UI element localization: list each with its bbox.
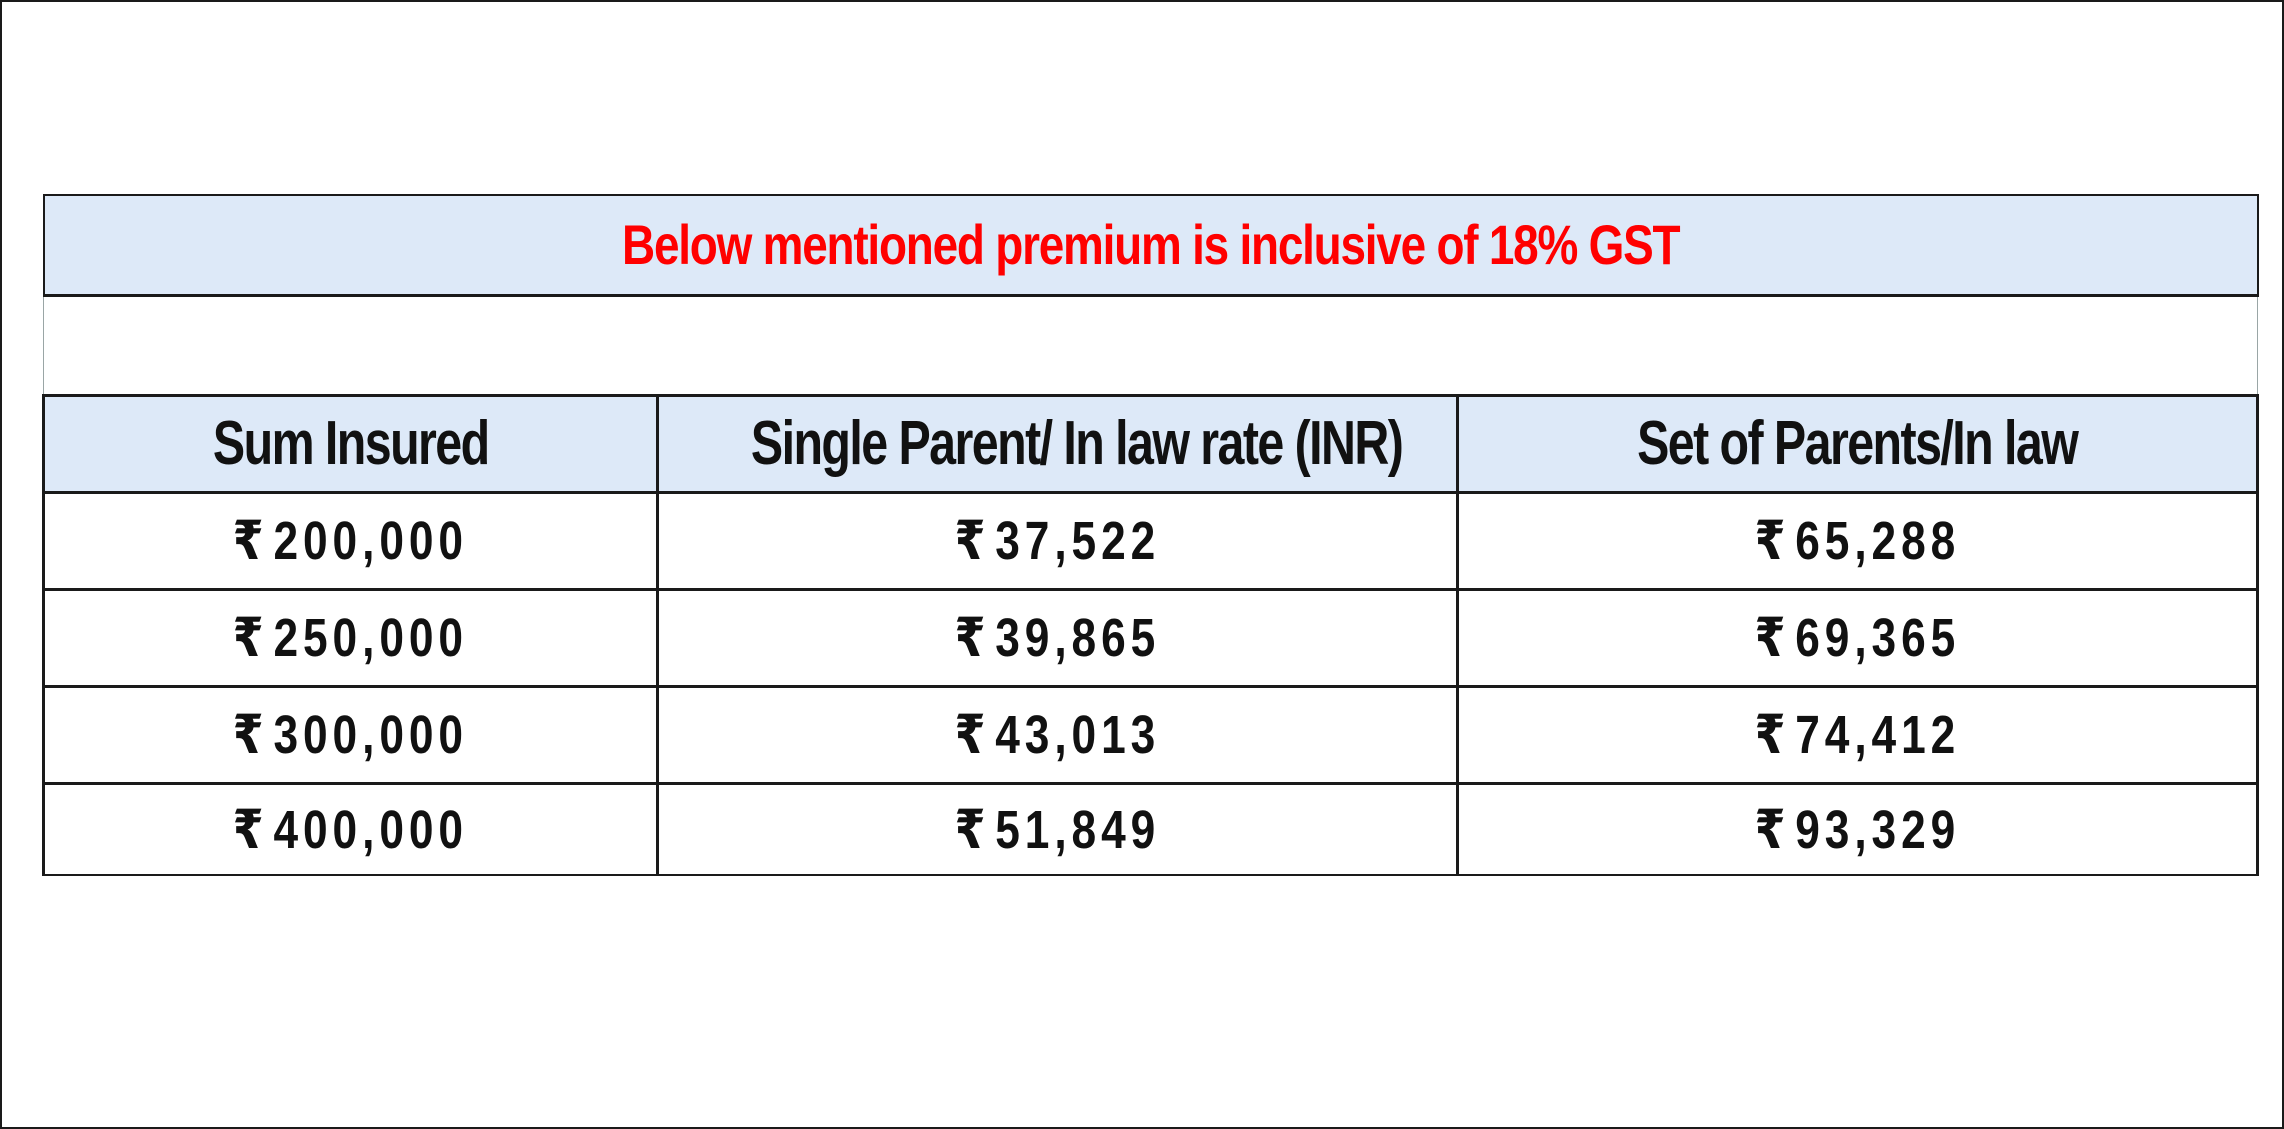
rupee-icon: ₹: [954, 705, 991, 765]
sum-insured-cell: ₹300,000: [42, 684, 659, 785]
table-row: ₹200,000 ₹37,522 ₹65,288: [42, 490, 2259, 591]
rupee-icon: ₹: [232, 511, 269, 571]
sum-insured-cell: ₹400,000: [42, 781, 659, 876]
table-row: ₹300,000 ₹43,013 ₹74,412: [42, 684, 2259, 785]
table-row: ₹400,000 ₹51,849 ₹93,329: [42, 781, 2259, 876]
sum-insured-cell: ₹250,000: [42, 587, 659, 688]
set-of-parents-rate-cell: ₹69,365: [1456, 587, 2259, 688]
rupee-icon: ₹: [954, 608, 991, 668]
notice-row: Below mentioned premium is inclusive of …: [42, 194, 2259, 297]
single-parent-rate-cell: ₹39,865: [656, 587, 1459, 688]
spacer-row: [43, 295, 2258, 395]
rupee-icon: ₹: [1754, 511, 1791, 571]
single-parent-rate-cell: ₹43,013: [656, 684, 1459, 785]
set-of-parents-rate-cell: ₹65,288: [1456, 490, 2259, 591]
rupee-icon: ₹: [954, 799, 991, 860]
header-set-of-parents: Set of Parents/In law: [1456, 393, 2259, 494]
gst-notice: Below mentioned premium is inclusive of …: [42, 194, 2259, 297]
rupee-icon: ₹: [1754, 799, 1791, 860]
rupee-icon: ₹: [1754, 705, 1791, 765]
sum-insured-cell: ₹200,000: [42, 490, 659, 591]
rupee-icon: ₹: [232, 705, 269, 765]
rupee-icon: ₹: [232, 608, 269, 668]
premium-table: Below mentioned premium is inclusive of …: [42, 194, 2259, 876]
rupee-icon: ₹: [1754, 608, 1791, 668]
header-single-parent-rate: Single Parent/ In law rate (INR): [656, 393, 1459, 494]
table-row: ₹250,000 ₹39,865 ₹69,365: [42, 587, 2259, 688]
set-of-parents-rate-cell: ₹93,329: [1456, 781, 2259, 876]
table-header-row: Sum Insured Single Parent/ In law rate (…: [42, 393, 2259, 494]
single-parent-rate-cell: ₹51,849: [656, 781, 1459, 876]
header-sum-insured: Sum Insured: [42, 393, 659, 494]
gst-notice-text: Below mentioned premium is inclusive of …: [621, 213, 1681, 277]
rupee-icon: ₹: [232, 799, 269, 860]
rupee-icon: ₹: [954, 511, 991, 571]
single-parent-rate-cell: ₹37,522: [656, 490, 1459, 591]
set-of-parents-rate-cell: ₹74,412: [1456, 684, 2259, 785]
spacer-cell: [43, 295, 2258, 395]
